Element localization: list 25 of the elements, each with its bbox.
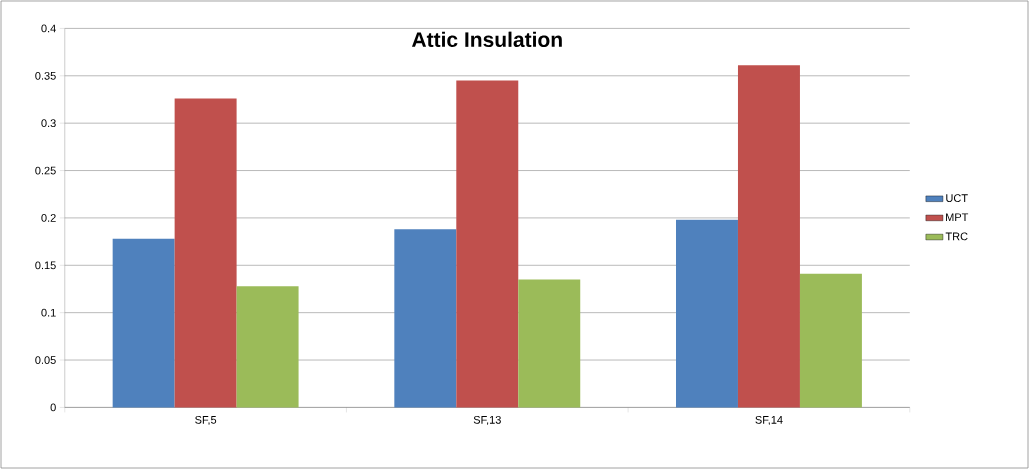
y-tick-label: 0.35 — [35, 71, 56, 80]
bar — [174, 98, 237, 408]
y-tick-label: 0.15 — [35, 261, 56, 270]
x-tick-label: SF,5 — [195, 415, 217, 426]
bar — [236, 286, 299, 408]
bar — [456, 80, 519, 408]
legend-label: MPT — [946, 213, 969, 221]
bar — [394, 229, 457, 408]
bar — [799, 273, 862, 408]
bar — [518, 279, 581, 408]
chart-title: Attic Insulation — [411, 31, 562, 48]
x-tick-label: SF,14 — [755, 415, 783, 426]
y-tick-label: 0.25 — [35, 166, 56, 175]
y-tick-label: 0 — [50, 403, 56, 412]
bar — [676, 219, 738, 408]
bar — [737, 65, 800, 408]
legend-label: TRC — [945, 232, 968, 241]
y-tick-label: 0.2 — [41, 214, 56, 222]
y-tick-label: 0.4 — [41, 24, 56, 33]
y-tick-label: 0.05 — [35, 356, 56, 364]
y-tick-label: 0.1 — [41, 308, 56, 317]
bar — [112, 238, 175, 408]
legend-label: UCT — [946, 194, 968, 202]
x-tick-label: SF,13 — [473, 415, 501, 426]
y-tick-label: 0.3 — [41, 119, 56, 128]
